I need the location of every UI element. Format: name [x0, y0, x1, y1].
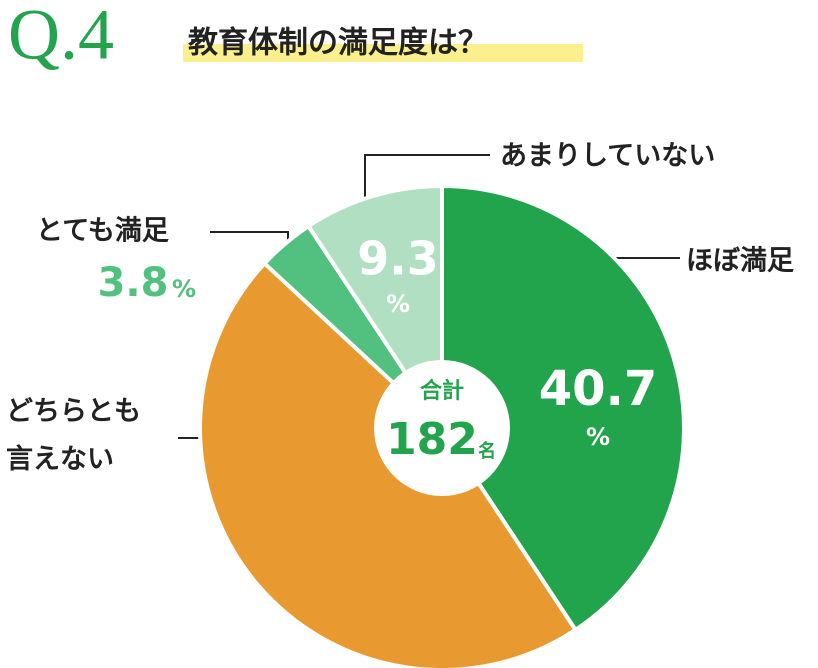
value-unit: % — [386, 290, 410, 318]
total: 182 — [386, 414, 478, 465]
value-unit: % — [172, 275, 196, 303]
total-unit: 名 — [478, 440, 496, 462]
chart-subtitle: 教育体制の満足度は？ — [188, 26, 488, 61]
value-label: 9.3 — [357, 232, 439, 286]
center-label: 合計 — [420, 378, 464, 404]
title-highlight — [183, 44, 583, 62]
value-unit: % — [586, 423, 610, 451]
category-label: ほぼ満足 — [686, 246, 794, 277]
chart-title: Q.4 — [8, 0, 114, 75]
category-label: あまりしていない — [500, 141, 715, 172]
slice — [305, 183, 444, 435]
value-label: 40.7 — [539, 361, 657, 417]
value-label: 3.8 — [98, 260, 169, 306]
category-label: とても満足 — [36, 216, 169, 247]
category-label: どちらとも言えない — [6, 396, 141, 475]
donut-hole — [374, 360, 510, 496]
